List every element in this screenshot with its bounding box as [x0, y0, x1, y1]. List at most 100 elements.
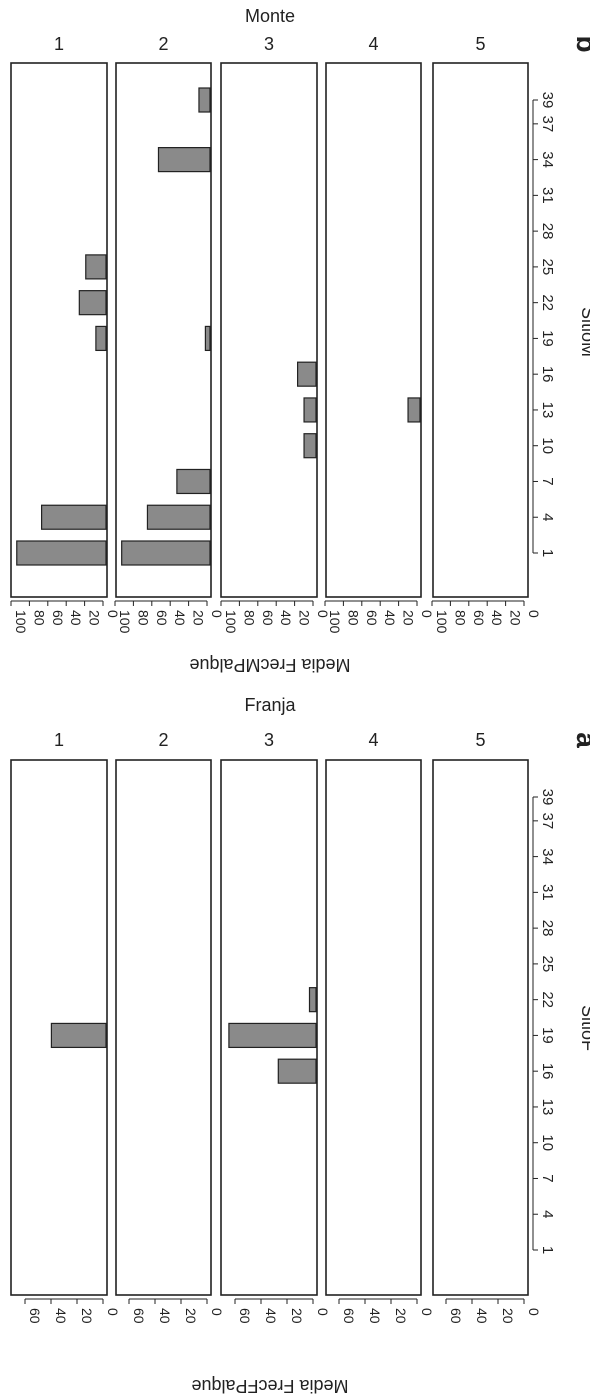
- chart-a-panel-1-bar-site-19: [50, 1022, 107, 1049]
- chart-b-site-tick-label-34: 34: [539, 151, 556, 168]
- chart-b-panel-2-bar-site-34: [157, 147, 211, 173]
- chart-b-panel-2-bar-site-19: [204, 325, 211, 352]
- chart-a-panel-5-ytick-label-40: 40: [474, 1308, 490, 1324]
- chart-a-panel-1-label: 1: [54, 730, 64, 750]
- chart-b-panel-2-ytick-label-20: 20: [191, 610, 207, 626]
- chart-b-panel-letter: b: [571, 35, 590, 52]
- chart-b-panel-2-ytick-label-40: 40: [172, 610, 188, 626]
- chart-b-panel-2-bar-site-1: [121, 540, 211, 566]
- chart-b-panel-2-bar-site-4: [146, 504, 211, 530]
- chart-a-site-tick-label-28: 28: [539, 920, 556, 937]
- chart-a-panel-2-frame: [115, 759, 212, 1296]
- chart-b-panel-2-ytick-label-80: 80: [135, 610, 151, 626]
- chart-b-panel-4-ytick-label-40: 40: [382, 610, 398, 626]
- chart-b-panel-5-ytick-label-20: 20: [508, 610, 524, 626]
- chart-b-site-tick-label-16: 16: [539, 366, 556, 383]
- chart-a-site-tick-label-39: 39: [539, 789, 556, 806]
- chart-a-panel-1-ytick-label-40: 40: [53, 1308, 69, 1324]
- chart-b-panel-2-ytick-label-60: 60: [154, 610, 170, 626]
- chart-b-site-tick-label-28: 28: [539, 223, 556, 240]
- chart-b-panel-4-ytick-label-100: 100: [327, 610, 343, 634]
- chart-b-panel-3-ytick-label-80: 80: [241, 610, 257, 626]
- chart-b-site-tick-label-13: 13: [539, 402, 556, 419]
- chart-b-panel-2-bar-site-7: [176, 468, 211, 495]
- chart-b-panel-4-label: 4: [368, 34, 378, 54]
- chart-a-panel-3-bar-site-16: [277, 1058, 317, 1084]
- chart-b-panel-5-frame: [432, 62, 529, 598]
- chart-a-site-tick-label-34: 34: [539, 848, 556, 865]
- chart-b-panel-2-ytick-label-0: 0: [209, 610, 225, 618]
- chart-b-panel-4-ytick-label-80: 80: [345, 610, 361, 626]
- chart-b-panel-3-ytick-label-60: 60: [260, 610, 276, 626]
- chart-b-site-tick-label-10: 10: [539, 437, 556, 454]
- chart-a-site-tick-label-13: 13: [539, 1099, 556, 1116]
- chart-b-site-tick-label-39: 39: [539, 92, 556, 109]
- chart-b-panel-1-bar-site-19: [95, 325, 107, 352]
- chart-a-site-tick-label-7: 7: [539, 1174, 556, 1182]
- chart-b-panel-2-label: 2: [158, 34, 168, 54]
- chart-a-panel-1-frame: [10, 759, 108, 1296]
- chart-b-panel-1-bar-site-22: [78, 290, 107, 316]
- chart-b-panel-5-label: 5: [475, 34, 485, 54]
- chart-b-panel-4-ytick-label-20: 20: [401, 610, 417, 626]
- chart-a-ylabel: Media FrecFPalque: [191, 1376, 348, 1396]
- chart-b-panel-3-frame: [220, 62, 318, 598]
- chart-b-panel-1-frame: [10, 62, 108, 598]
- chart-b-panel-3-label: 3: [264, 34, 274, 54]
- chart-a-site-tick-label-19: 19: [539, 1027, 556, 1044]
- chart-b-site-tick-label-22: 22: [539, 294, 556, 311]
- chart-b-panel-3-bar-site-10: [303, 433, 317, 459]
- chart-a-panel-3-bar-site-19: [228, 1022, 317, 1049]
- chart-a-panel-3-ytick-label-40: 40: [263, 1308, 279, 1324]
- chart-a-site-tick-label-37: 37: [539, 812, 556, 829]
- chart-a-panel-4-ytick-label-60: 60: [341, 1308, 357, 1324]
- chart-a-panel-5-ytick-label-20: 20: [500, 1308, 516, 1324]
- chart-b-panel-1-bar-site-25: [85, 254, 107, 280]
- chart-a-panel-5-frame: [432, 759, 529, 1296]
- chart-a-panel-3-bar-site-22: [308, 987, 317, 1013]
- chart-b-panel-2-bar-site-39: [198, 87, 211, 113]
- chart-b-panel-1-ytick-label-100: 100: [13, 610, 29, 634]
- chart-a-panel-1-ytick-label-20: 20: [79, 1308, 95, 1324]
- chart-a-panel-4-ytick-label-0: 0: [419, 1308, 435, 1316]
- chart-b-panel-2-ytick-label-100: 100: [117, 610, 133, 634]
- chart-a-panel-2-label: 2: [158, 730, 168, 750]
- chart-b-title: Monte: [245, 6, 295, 26]
- chart-a-panel-2-ytick-label-20: 20: [183, 1308, 199, 1324]
- chart-b-panel-5-ytick-label-80: 80: [452, 610, 468, 626]
- chart-b-panel-1-bar-site-4: [40, 504, 107, 530]
- chart-a-panel-3-ytick-label-0: 0: [315, 1308, 331, 1316]
- chart-a-panel-letter: a: [571, 732, 590, 748]
- chart-b-panel-1-bar-site-1: [16, 540, 107, 566]
- chart-b-panel-5-ytick-label-100: 100: [434, 610, 450, 634]
- chart-b-site-tick-label-31: 31: [539, 187, 556, 204]
- chart-a-panel-4-frame: [325, 759, 422, 1296]
- chart-b-panel-4-ytick-label-60: 60: [364, 610, 380, 626]
- chart-b-panel-5-ytick-label-60: 60: [471, 610, 487, 626]
- chart-a-panel-4-label: 4: [368, 730, 378, 750]
- chart-a-panel-4-ytick-label-20: 20: [393, 1308, 409, 1324]
- chart-a-site-tick-label-25: 25: [539, 956, 556, 973]
- chart-a-site-tick-label-4: 4: [539, 1210, 556, 1218]
- chart-a-site-tick-label-16: 16: [539, 1063, 556, 1080]
- chart-b-panel-5-ytick-label-0: 0: [526, 610, 542, 618]
- chart-b-xlabel: SitioM: [578, 307, 590, 357]
- chart-b-panel-3-bar-site-13: [303, 397, 317, 423]
- chart-b-panel-3-ytick-label-40: 40: [278, 610, 294, 626]
- chart-a-panel-5-label: 5: [475, 730, 485, 750]
- chart-a-site-tick-label-10: 10: [539, 1134, 556, 1151]
- chart-b-site-tick-label-37: 37: [539, 115, 556, 132]
- chart-a-title: Franja: [244, 695, 296, 715]
- chart-a-panel-4-ytick-label-40: 40: [367, 1308, 383, 1324]
- chart-b-site-tick-label-1: 1: [539, 549, 556, 557]
- chart-a-panel-1-ytick-label-0: 0: [105, 1308, 121, 1316]
- chart-b-panel-4-ytick-label-0: 0: [419, 610, 435, 618]
- chart-a-panel-2-ytick-label-60: 60: [131, 1308, 147, 1324]
- chart-a-panel-3-ytick-label-20: 20: [289, 1308, 305, 1324]
- chart-b-panel-4-bar-site-13: [407, 397, 421, 423]
- chart-b-ylabel: Media FrecMPalque: [189, 655, 350, 675]
- chart-a-panel-3-label: 3: [264, 730, 274, 750]
- chart-b-site-tick-label-19: 19: [539, 330, 556, 347]
- chart-a-panel-5-ytick-label-60: 60: [448, 1308, 464, 1324]
